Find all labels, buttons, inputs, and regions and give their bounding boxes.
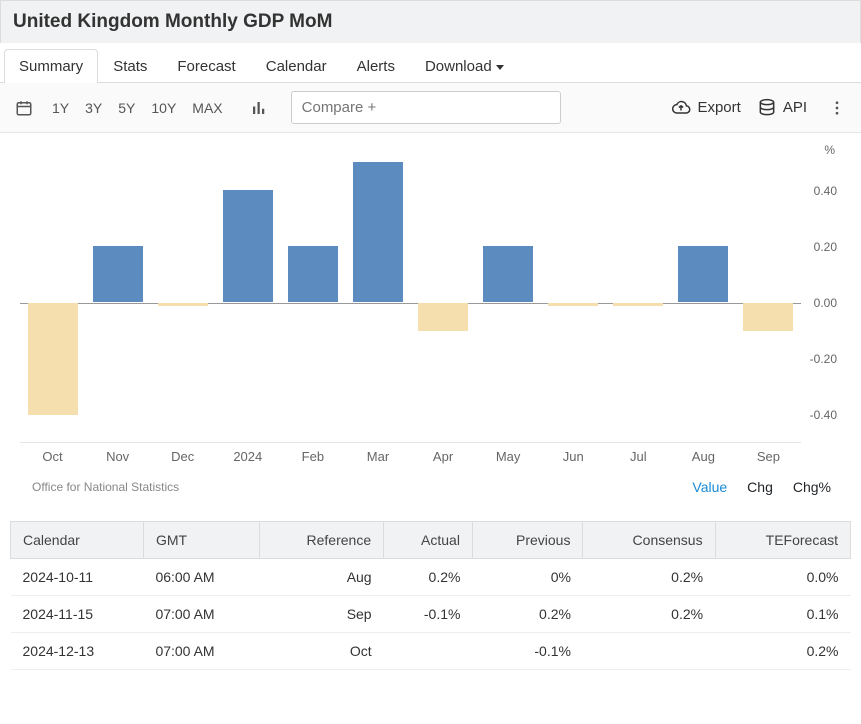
table-cell: 2024-12-13 bbox=[11, 633, 144, 670]
y-tick-label: 0.20 bbox=[814, 240, 837, 254]
table-cell: 0.2% bbox=[472, 596, 582, 633]
table-row[interactable]: 2024-11-1507:00 AMSep-0.1%0.2%0.2%0.1% bbox=[11, 596, 851, 633]
range-5y[interactable]: 5Y bbox=[112, 96, 141, 120]
view-mode-toggle: Value Chg Chg% bbox=[692, 479, 831, 495]
x-tick-label: May bbox=[496, 449, 521, 464]
range-10y[interactable]: 10Y bbox=[145, 96, 182, 120]
calendar-picker-icon[interactable] bbox=[10, 94, 38, 122]
table-cell: 07:00 AM bbox=[143, 596, 259, 633]
range-max[interactable]: MAX bbox=[186, 96, 228, 120]
table-cell: Aug bbox=[259, 559, 384, 596]
column-header[interactable]: Consensus bbox=[583, 522, 715, 559]
chart-bar[interactable] bbox=[548, 303, 598, 306]
export-label: Export bbox=[697, 99, 740, 116]
chart-bar[interactable] bbox=[483, 246, 533, 302]
column-header[interactable]: Calendar bbox=[11, 522, 144, 559]
y-tick-label: 0.40 bbox=[814, 184, 837, 198]
table-row[interactable]: 2024-10-1106:00 AMAug0.2%0%0.2%0.0% bbox=[11, 559, 851, 596]
tab-calendar[interactable]: Calendar bbox=[251, 49, 342, 83]
table-cell bbox=[583, 633, 715, 670]
more-menu-icon[interactable] bbox=[823, 94, 851, 122]
bar-chart: 0.400.200.00-0.20-0.40 OctNovDec2024FebM… bbox=[20, 143, 801, 473]
api-label: API bbox=[783, 99, 807, 116]
x-tick-label: Oct bbox=[42, 449, 62, 464]
api-button[interactable]: API bbox=[757, 98, 807, 118]
table-cell: -0.1% bbox=[472, 633, 582, 670]
range-3y[interactable]: 3Y bbox=[79, 96, 108, 120]
time-range-group: 1Y3Y5Y10YMAX bbox=[46, 96, 229, 120]
chart-toolbar: 1Y3Y5Y10YMAX Export API bbox=[0, 83, 861, 133]
table-cell: 0.2% bbox=[583, 596, 715, 633]
table-cell bbox=[384, 633, 473, 670]
cloud-upload-icon bbox=[671, 98, 691, 118]
table-cell: 07:00 AM bbox=[143, 633, 259, 670]
chart-bar[interactable] bbox=[223, 190, 273, 302]
view-mode-value[interactable]: Value bbox=[692, 479, 727, 495]
calendar-table: CalendarGMTReferenceActualPreviousConsen… bbox=[10, 521, 851, 670]
column-header[interactable]: TEForecast bbox=[715, 522, 850, 559]
x-axis-labels: Oct Nov Dec 2024 Feb Mar Apr May Jun Jul Aug Sep bbox=[20, 449, 801, 473]
chart-bar[interactable] bbox=[353, 162, 403, 302]
table-cell: Oct bbox=[259, 633, 384, 670]
table-row[interactable]: 2024-12-1307:00 AMOct -0.1% 0.2% bbox=[11, 633, 851, 670]
column-header[interactable]: Actual bbox=[384, 522, 473, 559]
chart-type-icon[interactable] bbox=[245, 94, 273, 122]
chart-bar[interactable] bbox=[288, 246, 338, 302]
x-tick-label: Mar bbox=[367, 449, 389, 464]
x-tick-label: Sep bbox=[757, 449, 780, 464]
chart-baseline bbox=[20, 303, 801, 304]
table-cell: 0.0% bbox=[715, 559, 850, 596]
chart-bar[interactable] bbox=[678, 246, 728, 302]
x-tick-label: 2024 bbox=[233, 449, 262, 464]
table-cell: 06:00 AM bbox=[143, 559, 259, 596]
tab-bar: SummaryStatsForecastCalendarAlertsDownlo… bbox=[0, 43, 861, 83]
chart-bar[interactable] bbox=[28, 303, 78, 415]
x-tick-label: Apr bbox=[433, 449, 453, 464]
database-icon bbox=[757, 98, 777, 118]
tab-alerts[interactable]: Alerts bbox=[342, 49, 410, 83]
page-title: United Kingdom Monthly GDP MoM bbox=[13, 11, 848, 33]
table-cell: 0.1% bbox=[715, 596, 850, 633]
chart-bar[interactable] bbox=[93, 246, 143, 302]
x-tick-label: Nov bbox=[106, 449, 129, 464]
chevron-down-icon bbox=[496, 65, 504, 70]
table-cell: 0% bbox=[472, 559, 582, 596]
table-cell: 2024-10-11 bbox=[11, 559, 144, 596]
table-cell: 0.2% bbox=[384, 559, 473, 596]
tab-summary[interactable]: Summary bbox=[4, 49, 98, 83]
column-header[interactable]: Previous bbox=[472, 522, 582, 559]
table-cell: -0.1% bbox=[384, 596, 473, 633]
y-tick-label: -0.20 bbox=[810, 352, 837, 366]
table-cell: 0.2% bbox=[583, 559, 715, 596]
export-button[interactable]: Export bbox=[671, 98, 740, 118]
tab-stats[interactable]: Stats bbox=[98, 49, 162, 83]
tab-download[interactable]: Download bbox=[410, 49, 519, 83]
column-header[interactable]: GMT bbox=[143, 522, 259, 559]
chart-bar[interactable] bbox=[158, 303, 208, 306]
view-mode-chg[interactable]: Chg bbox=[747, 479, 773, 495]
chart-source: Office for National Statistics bbox=[32, 480, 179, 494]
chart-bar[interactable] bbox=[418, 303, 468, 331]
compare-input[interactable] bbox=[291, 91, 561, 124]
x-tick-label: Jun bbox=[563, 449, 584, 464]
chart-bar[interactable] bbox=[743, 303, 793, 331]
view-mode-chgpct[interactable]: Chg% bbox=[793, 479, 831, 495]
chart-bar[interactable] bbox=[613, 303, 663, 306]
x-tick-label: Dec bbox=[171, 449, 194, 464]
range-1y[interactable]: 1Y bbox=[46, 96, 75, 120]
x-tick-label: Feb bbox=[302, 449, 324, 464]
table-cell: Sep bbox=[259, 596, 384, 633]
table-cell: 0.2% bbox=[715, 633, 850, 670]
table-cell: 2024-11-15 bbox=[11, 596, 144, 633]
tab-forecast[interactable]: Forecast bbox=[162, 49, 250, 83]
y-tick-label: 0.00 bbox=[814, 296, 837, 310]
x-tick-label: Jul bbox=[630, 449, 647, 464]
y-tick-label: -0.40 bbox=[810, 408, 837, 422]
x-tick-label: Aug bbox=[692, 449, 715, 464]
y-axis-labels: 0.40 0.20 0.00 -0.20 -0.40 bbox=[801, 143, 841, 473]
column-header[interactable]: Reference bbox=[259, 522, 384, 559]
